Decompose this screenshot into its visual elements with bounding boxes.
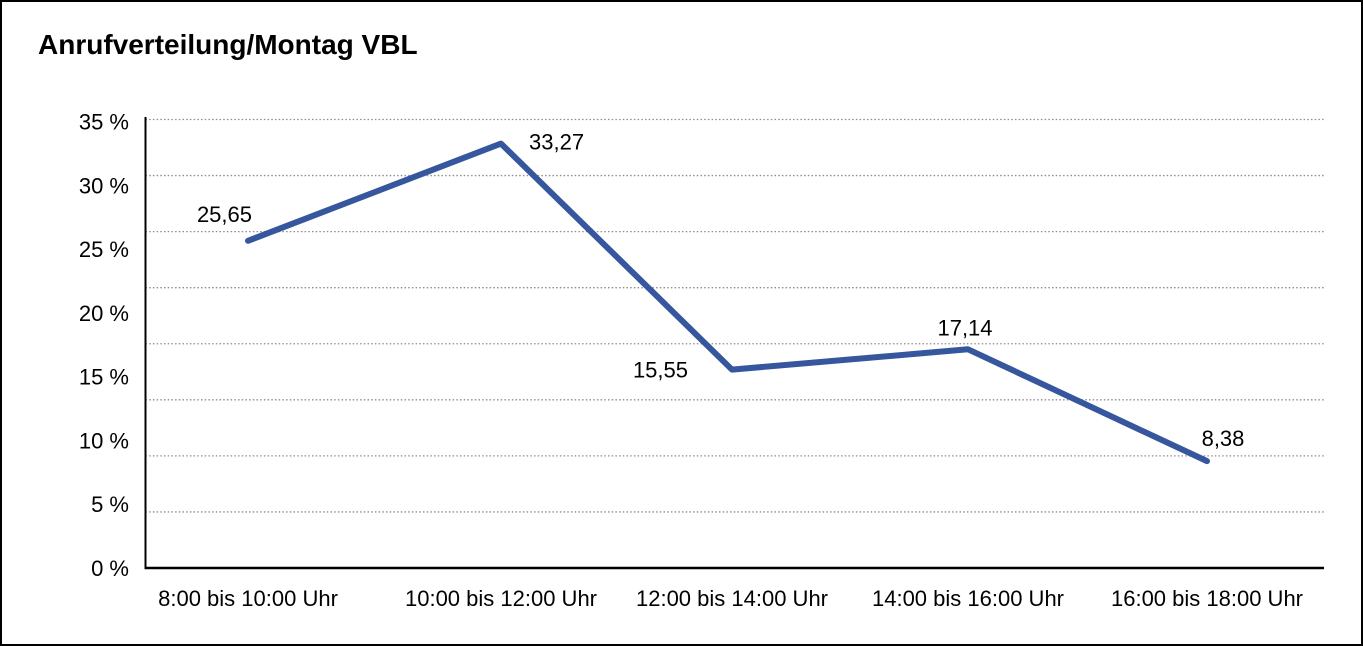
y-tick-label: 0 % (91, 556, 129, 581)
x-tick-label: 16:00 bis 18:00 Uhr (1111, 586, 1303, 611)
x-tick-label: 14:00 bis 16:00 Uhr (872, 586, 1064, 611)
data-point-label: 17,14 (937, 315, 992, 340)
data-point-label: 8,38 (1202, 426, 1245, 451)
data-point-label: 15,55 (633, 358, 688, 383)
x-tick-label: 8:00 bis 10:00 Uhr (158, 586, 338, 611)
data-point-label: 33,27 (529, 130, 584, 155)
data-line (245, 140, 1210, 465)
data-point-label: 25,65 (197, 202, 252, 227)
y-tick-label: 20 % (79, 301, 129, 326)
x-tick-label: 10:00 bis 12:00 Uhr (405, 586, 597, 611)
y-tick-label: 15 % (79, 365, 129, 390)
y-tick-label: 10 % (79, 428, 129, 453)
y-tick-label: 25 % (79, 237, 129, 262)
x-tick-label: 12:00 bis 14:00 Uhr (636, 586, 828, 611)
y-tick-label: 30 % (79, 173, 129, 198)
chart-title: Anrufverteilung/Montag VBL (38, 29, 418, 60)
y-tick-label: 5 % (91, 492, 129, 517)
y-tick-label: 35 % (79, 110, 129, 135)
